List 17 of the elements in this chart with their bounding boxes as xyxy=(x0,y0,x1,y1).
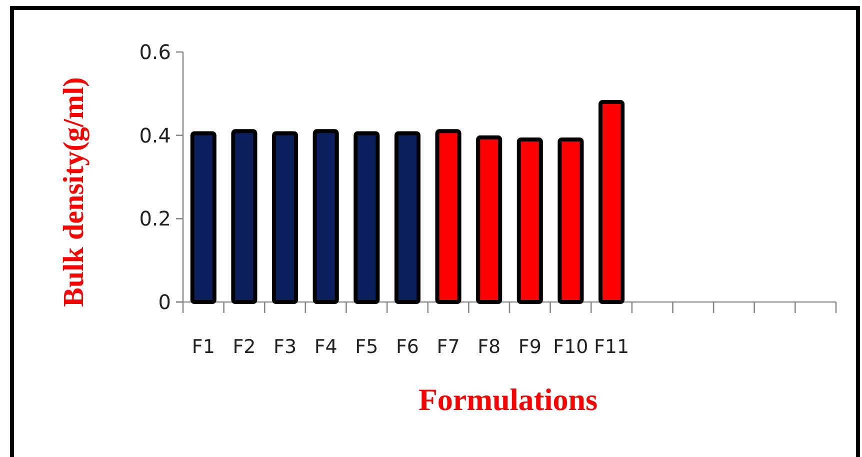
x-tick-label: F3 xyxy=(274,336,297,358)
y-tick-label: 0.6 xyxy=(139,40,171,64)
x-tick-label: F11 xyxy=(594,336,630,358)
x-tick-label: F1 xyxy=(192,336,215,358)
x-tick-label: F6 xyxy=(396,336,419,358)
y-tick-label: 0 xyxy=(158,290,171,314)
y-tick-label: 0.4 xyxy=(139,123,171,148)
y-axis-title: Bulk density(g/ml) xyxy=(58,77,90,307)
x-tick-label: F10 xyxy=(553,336,588,358)
x-axis-title: Formulations xyxy=(418,382,598,417)
x-tick-label: F8 xyxy=(478,336,501,358)
x-tick-label: F7 xyxy=(436,336,460,358)
x-tick-label: F9 xyxy=(518,336,542,358)
y-tick-label: 0.2 xyxy=(139,206,171,231)
x-tick-label: F4 xyxy=(314,336,338,358)
x-tick-label: F2 xyxy=(232,336,256,358)
x-tick-label: F5 xyxy=(355,336,378,358)
